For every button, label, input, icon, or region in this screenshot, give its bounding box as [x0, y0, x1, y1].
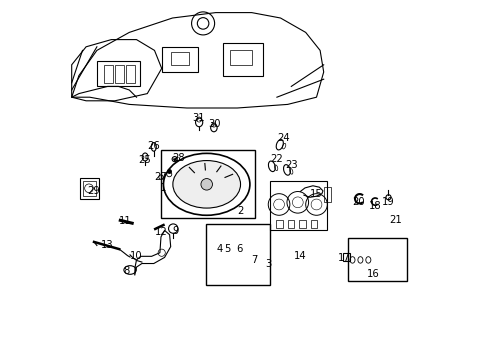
Text: 17: 17	[338, 253, 350, 264]
Text: 10: 10	[129, 251, 142, 261]
Text: 22: 22	[269, 154, 282, 164]
Text: 9: 9	[172, 226, 178, 236]
Text: 2: 2	[237, 206, 244, 216]
Text: 8: 8	[123, 266, 129, 276]
Text: 14: 14	[293, 251, 306, 261]
Text: 7: 7	[250, 255, 257, 265]
Text: 11: 11	[119, 216, 132, 226]
Text: 15: 15	[309, 189, 322, 199]
Text: 25: 25	[138, 155, 150, 165]
Text: 4: 4	[216, 244, 222, 254]
Bar	[347, 238, 407, 281]
Ellipse shape	[172, 161, 240, 208]
Text: 18: 18	[368, 201, 381, 211]
Text: 12: 12	[154, 227, 167, 237]
Text: 19: 19	[381, 197, 393, 207]
Text: 31: 31	[192, 113, 204, 123]
Text: 6: 6	[236, 244, 243, 254]
Text: 13: 13	[101, 240, 113, 250]
Text: 28: 28	[172, 153, 185, 163]
Text: 24: 24	[277, 132, 289, 143]
Text: 27: 27	[154, 172, 167, 182]
Bar	[205, 224, 270, 285]
Circle shape	[201, 179, 212, 190]
Text: 16: 16	[366, 269, 379, 279]
Text: 1: 1	[160, 183, 166, 193]
Text: 20: 20	[352, 197, 365, 207]
Text: 3: 3	[264, 258, 270, 269]
Text: 26: 26	[147, 141, 160, 151]
Text: 29: 29	[87, 186, 100, 196]
Text: 30: 30	[208, 119, 221, 129]
Bar	[161, 150, 254, 218]
Text: 5: 5	[224, 244, 230, 254]
Text: 23: 23	[285, 160, 298, 170]
Text: 21: 21	[388, 215, 401, 225]
